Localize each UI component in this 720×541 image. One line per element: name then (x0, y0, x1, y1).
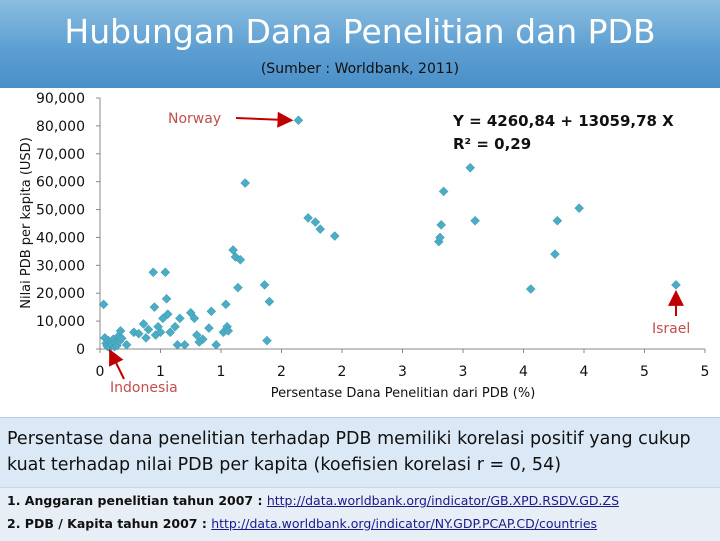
title-band: Hubungan Dana Penelitian dan PDB (Sumber… (0, 0, 720, 88)
x-axis-label: Persentase Dana Penelitian dari PDB (%) (271, 386, 536, 401)
data-point (526, 285, 535, 294)
slide-subtitle: (Sumber : Worldbank, 2011) (0, 61, 720, 77)
data-point (553, 216, 562, 225)
x-tick-label: 5 (701, 364, 710, 380)
regression-r2: R² = 0,29 (453, 135, 531, 153)
x-axis-ticks: 0 1 1 2 2 3 3 4 4 5 5 (96, 349, 710, 380)
data-point (466, 163, 475, 172)
y-tick-label: 10,000 (36, 314, 85, 330)
source-line-1: 1. Anggaran penelitian tahun 2007 : http… (7, 493, 619, 508)
y-tick-label: 40,000 (36, 230, 85, 246)
data-point (241, 179, 250, 188)
data-point (304, 213, 313, 222)
x-tick-label: 3 (459, 364, 468, 380)
y-tick-label: 0 (76, 342, 85, 358)
scatter-chart: 0 10,000 20,000 30,000 40,000 50,000 60,000 70,… (0, 88, 720, 417)
data-point (575, 204, 584, 213)
regression-equation: Y = 4260,84 + 13059,78 X (452, 112, 674, 130)
y-axis-label: Nilai PDB per kapita (USD) (19, 137, 34, 309)
annotation-indonesia: Indonesia (110, 380, 178, 396)
data-point (294, 116, 303, 125)
data-point (439, 187, 448, 196)
source-line-2: 2. PDB / Kapita tahun 2007 : http://data… (7, 516, 597, 531)
y-tick-label: 50,000 (36, 203, 85, 219)
x-tick-label: 4 (519, 364, 528, 380)
y-tick-label: 90,000 (36, 91, 85, 107)
data-point (437, 220, 446, 229)
x-tick-label: 4 (580, 364, 589, 380)
data-point (161, 268, 170, 277)
data-point (311, 218, 320, 227)
data-point (221, 300, 230, 309)
source-link[interactable]: http://data.worldbank.org/indicator/GB.X… (267, 493, 619, 508)
x-tick-label: 2 (277, 364, 286, 380)
data-point (316, 225, 325, 234)
data-point (180, 340, 189, 349)
data-point (204, 324, 213, 333)
y-axis-ticks: 0 10,000 20,000 30,000 40,000 50,000 60,000 70,… (36, 91, 100, 358)
data-point (265, 297, 274, 306)
y-tick-label: 60,000 (36, 175, 85, 191)
data-point (162, 294, 171, 303)
data-point (260, 280, 269, 289)
data-point (233, 283, 242, 292)
data-point (671, 280, 680, 289)
source-label: 2. PDB / Kapita tahun 2007 : (7, 516, 211, 531)
data-point (550, 250, 559, 259)
x-tick-label: 5 (640, 364, 649, 380)
x-tick-label: 2 (338, 364, 347, 380)
y-tick-label: 30,000 (36, 258, 85, 274)
data-point (471, 216, 480, 225)
data-point (212, 340, 221, 349)
data-point (150, 303, 159, 312)
slide-title: Hubungan Dana Penelitian dan PDB (0, 12, 720, 51)
x-tick-label: 1 (217, 364, 226, 380)
source-link[interactable]: http://data.worldbank.org/indicator/NY.G… (211, 516, 597, 531)
data-point (207, 307, 216, 316)
data-points (99, 116, 680, 352)
y-tick-label: 80,000 (36, 119, 85, 135)
source-label: 1. Anggaran penelitian tahun 2007 : (7, 493, 267, 508)
x-tick-label: 3 (398, 364, 407, 380)
x-tick-label: 1 (156, 364, 165, 380)
annotations: Norway Israel Indonesia (110, 111, 690, 396)
data-point (175, 314, 184, 323)
data-point (330, 232, 339, 241)
arrow-norway (236, 118, 291, 120)
caption-text: Persentase dana penelitian terhadap PDB … (7, 426, 715, 478)
x-tick-label: 0 (96, 364, 105, 380)
data-point (262, 336, 271, 345)
data-point (141, 333, 150, 342)
data-point (149, 268, 158, 277)
arrow-indonesia (110, 351, 124, 379)
y-tick-label: 70,000 (36, 147, 85, 163)
caption-box: Persentase dana penelitian terhadap PDB … (0, 417, 720, 488)
annotation-norway: Norway (168, 111, 221, 127)
annotation-israel: Israel (652, 321, 690, 337)
y-tick-label: 20,000 (36, 286, 85, 302)
sources-box: 1. Anggaran penelitian tahun 2007 : http… (0, 487, 720, 541)
